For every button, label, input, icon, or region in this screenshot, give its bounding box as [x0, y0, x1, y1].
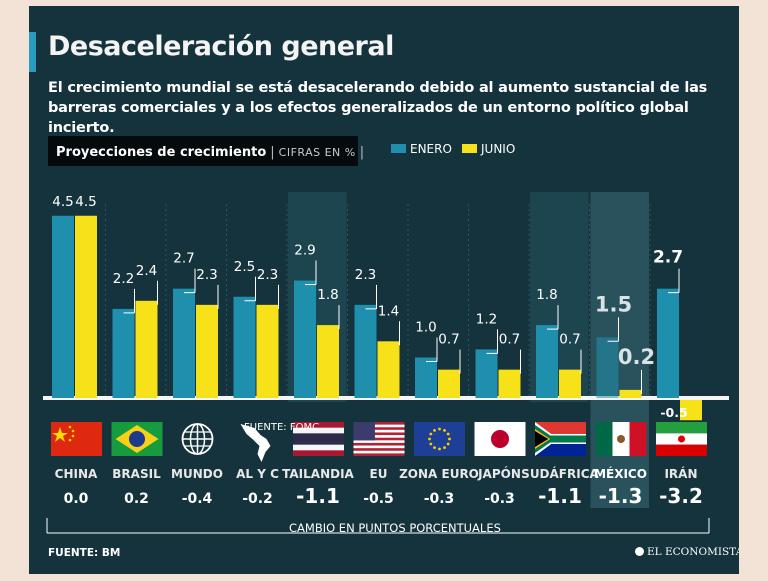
separator: | — [359, 145, 365, 160]
legend-label-junio: JUNIO — [481, 142, 516, 156]
brazil-flag-icon — [111, 422, 163, 456]
bar-junio — [438, 369, 460, 398]
legend-enero: ENERO — [391, 142, 452, 156]
data-label-junio: 0.2 — [618, 345, 655, 369]
bar-enero — [173, 288, 195, 398]
category-label: SUDÁFRICA — [521, 466, 599, 481]
change-value: -3.2 — [659, 484, 703, 508]
data-label-junio: 4.5 — [75, 194, 96, 210]
data-label-enero: 1.8 — [536, 287, 557, 303]
bar-junio — [377, 341, 400, 398]
separator: | — [270, 145, 275, 160]
change-value: -0.4 — [182, 491, 213, 507]
bar-enero — [112, 308, 135, 398]
data-label-enero: 2.7 — [653, 248, 683, 268]
thailand-flag-icon — [293, 422, 344, 456]
bar-junio — [256, 304, 279, 398]
china-flag-icon — [51, 422, 102, 456]
title-accent-bar — [29, 32, 36, 72]
iran-flag-icon — [656, 422, 707, 456]
bar-chart: 4.5 4.5CHINA0.02.22.4BRASIL0.22.72.3MUNDO… — [43, 192, 729, 534]
legend-swatch-junio — [462, 144, 477, 153]
change-axis-label: CAMBIO EN PUNTOS PORCENTUALES — [289, 521, 501, 535]
infographic-card: Desaceleración general El crecimiento mu… — [29, 6, 739, 574]
change-value: -0.3 — [484, 491, 515, 507]
change-value: -0.5 — [363, 491, 394, 507]
data-label-enero: 2.3 — [355, 267, 376, 283]
bar-junio — [135, 300, 158, 398]
data-label-junio: -0.5 — [660, 405, 687, 420]
data-label-enero: 2.2 — [113, 271, 134, 287]
bar-junio — [317, 325, 339, 398]
data-label-enero: 1.0 — [415, 320, 436, 336]
data-label-junio: 0.7 — [499, 332, 520, 348]
bar-junio — [75, 215, 97, 398]
category-label: CHINA — [55, 467, 98, 481]
bar-junio — [619, 389, 642, 398]
globe-icon — [181, 423, 214, 455]
category-label: MÉXICO — [594, 466, 647, 481]
category-label: BRASIL — [112, 467, 161, 481]
data-label-enero: 4.5 — [52, 194, 73, 210]
category-label: JAPÓN — [477, 466, 521, 481]
bar-junio — [498, 369, 521, 398]
data-label-junio: 2.3 — [196, 267, 217, 283]
legend-junio: JUNIO — [462, 142, 515, 156]
bar-enero — [657, 288, 679, 398]
category-label: TAILANDIA — [282, 467, 354, 481]
change-value: 0.0 — [64, 491, 89, 507]
usa-flag-icon — [353, 422, 405, 456]
bar-junio — [196, 304, 218, 398]
mexico-flag-icon — [595, 422, 647, 456]
data-label-enero: 2.7 — [173, 251, 194, 267]
south-africa-flag-icon — [535, 422, 586, 456]
brand-icon — [635, 546, 644, 556]
bar-enero — [596, 337, 619, 398]
change-value: -1.1 — [296, 484, 340, 508]
eu-flag-icon — [414, 422, 465, 456]
category-label: IRÁN — [664, 466, 697, 481]
bar-junio — [680, 400, 702, 421]
change-value: 0.2 — [124, 491, 149, 507]
legend-swatch-enero — [391, 144, 406, 153]
projections-header: Proyecciones de crecimiento | CIFRAS EN % | — [48, 136, 364, 166]
category-label: EU — [370, 467, 388, 481]
brand-name: EL ECONOMISTA — [647, 546, 739, 558]
bar-enero — [233, 296, 256, 398]
projections-title: Proyecciones de crecimiento — [56, 145, 267, 160]
category-label: MUNDO — [171, 467, 223, 481]
category-label: AL Y C — [236, 467, 279, 481]
data-label-junio: 1.4 — [378, 303, 399, 319]
bar-enero — [354, 304, 377, 398]
subtitle: El crecimiento mundial se está desaceler… — [48, 80, 708, 136]
bar-enero — [52, 215, 74, 398]
bar-junio — [559, 369, 581, 398]
data-label-junio: 2.3 — [257, 267, 278, 283]
change-value: -1.3 — [599, 484, 643, 508]
bar-enero — [536, 325, 558, 398]
change-value: -0.3 — [424, 491, 455, 507]
data-label-junio: 0.7 — [559, 332, 580, 348]
brand-logo: EL ECONOMISTA — [635, 546, 739, 558]
category-label: ZONA EURO — [399, 467, 479, 481]
page-title: Desaceleración general — [48, 31, 394, 62]
bar-enero — [475, 349, 498, 398]
data-label-enero: 1.2 — [476, 311, 497, 327]
change-value: -1.1 — [538, 484, 582, 508]
data-label-enero: 2.9 — [294, 243, 315, 259]
data-label-junio: 1.8 — [317, 287, 338, 303]
change-value: -0.2 — [242, 491, 273, 507]
projections-unit: CIFRAS EN % — [278, 146, 356, 159]
source-note: FUENTE: BM — [48, 547, 121, 559]
data-label-junio: 0.7 — [438, 332, 459, 348]
bar-enero — [415, 357, 437, 398]
legend-label-enero: ENERO — [410, 142, 452, 156]
overlay-source-text: FUENTE: FOMC — [244, 422, 320, 433]
latin-america-map-icon — [240, 424, 271, 462]
japan-flag-icon — [474, 422, 526, 456]
data-label-junio: 2.4 — [136, 263, 157, 279]
data-label-enero: 1.5 — [595, 292, 632, 316]
data-label-enero: 2.5 — [234, 259, 255, 275]
bar-enero — [294, 280, 316, 398]
